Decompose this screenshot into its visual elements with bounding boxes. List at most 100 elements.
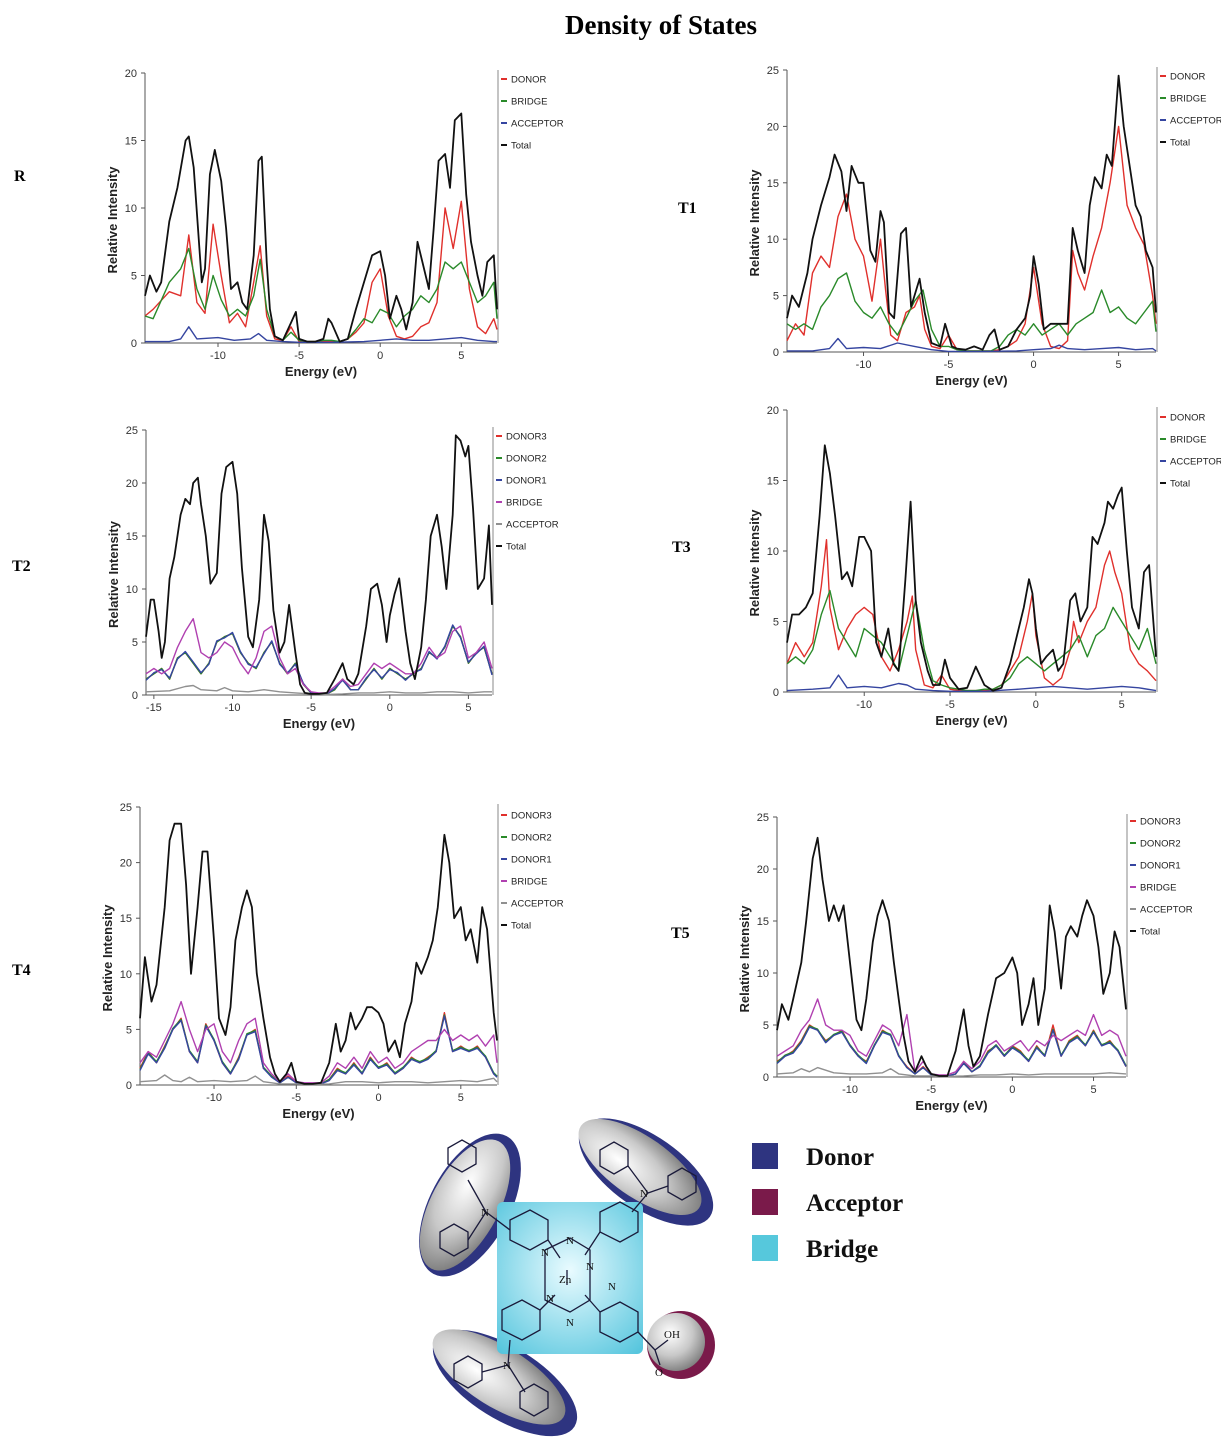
series-line-donor2 — [139, 1014, 498, 1085]
y-axis-label: Relative Intensity — [105, 166, 120, 274]
series-line-acceptor — [145, 326, 497, 343]
panel-T4: T4 -10 -5 0 5 0 5 10 15 20 25 Energy (eV) Relative I… — [12, 802, 564, 1121]
x-tick-label: -10 — [210, 350, 226, 362]
series-line-donor — [786, 539, 1157, 692]
x-tick-label: -5 — [945, 699, 955, 711]
series-line-donor3 — [139, 1012, 498, 1085]
y-tick-label: 10 — [767, 546, 779, 558]
legend-entry: Total — [506, 542, 526, 553]
y-tick-label: 10 — [757, 968, 769, 980]
key-swatch-donor — [752, 1143, 778, 1169]
panel-label-R: R — [14, 168, 26, 185]
y-tick-label: 0 — [773, 347, 779, 359]
y-tick-label: 0 — [763, 1072, 769, 1084]
panel-R: R -10 -5 0 5 0 5 10 15 20 Energy (eV) Relative Inte… — [14, 68, 564, 379]
zn-atom-label: Zn — [559, 1274, 572, 1286]
x-axis-label: Energy (eV) — [285, 364, 357, 379]
series-line-bridge — [145, 618, 493, 694]
panel-label-T5: T5 — [671, 925, 690, 942]
y-tick-label: 20 — [126, 478, 138, 490]
y-tick-label: 5 — [131, 271, 137, 283]
key-swatch-bridge — [752, 1235, 778, 1261]
x-tick-label: 0 — [1033, 699, 1039, 711]
n-atom-label-7: N — [481, 1207, 489, 1219]
legend-entry: Total — [1170, 479, 1190, 490]
o-atom-label: O — [655, 1367, 663, 1379]
series-line-total — [786, 444, 1157, 692]
x-axis-label: Energy (eV) — [935, 713, 1007, 728]
x-tick-label: -5 — [291, 1092, 301, 1104]
series-line-donor1 — [145, 624, 493, 695]
legend-entry: DONOR1 — [1140, 861, 1181, 872]
legend-entry: BRIDGE — [1170, 94, 1206, 105]
x-tick-label: 0 — [377, 350, 383, 362]
molecule-skeleton — [439, 1139, 697, 1417]
n-atom-label-2: N — [566, 1235, 574, 1247]
y-tick-label: 0 — [773, 687, 779, 699]
y-tick-label: 15 — [126, 531, 138, 543]
y-tick-label: 15 — [767, 476, 779, 488]
series-line-bridge — [139, 1000, 498, 1084]
x-tick-label: -10 — [842, 1084, 858, 1096]
y-tick-label: 10 — [120, 969, 132, 981]
x-tick-label: 0 — [1031, 359, 1037, 371]
panel-label-T4: T4 — [12, 962, 31, 979]
x-tick-label: -5 — [294, 350, 304, 362]
panel-label-T3: T3 — [672, 539, 691, 556]
n-atom-label-9: N — [503, 1360, 511, 1372]
x-tick-label: 5 — [1116, 359, 1122, 371]
component-key: Donor Acceptor Bridge — [752, 1143, 903, 1263]
y-tick-label: 20 — [120, 858, 132, 870]
x-axis-label: Energy (eV) — [915, 1098, 987, 1113]
x-tick-label: -10 — [856, 359, 872, 371]
y-tick-label: 15 — [767, 178, 779, 190]
y-tick-label: 5 — [763, 1020, 769, 1032]
series-line-acceptor — [787, 337, 1157, 353]
legend-entry: BRIDGE — [1140, 883, 1176, 894]
series-line-donor — [786, 125, 1157, 352]
n-atom-label-4: N — [546, 1293, 554, 1305]
y-tick-label: 15 — [125, 136, 137, 148]
y-axis-label: Relative Intensity — [747, 509, 762, 617]
y-tick-label: 20 — [767, 405, 779, 417]
x-tick-label: -10 — [225, 702, 241, 714]
x-axis-label: Energy (eV) — [282, 1106, 354, 1121]
x-tick-label: 5 — [465, 702, 471, 714]
x-tick-label: 0 — [375, 1092, 381, 1104]
bridge-core — [497, 1202, 643, 1354]
oh-group-label: OH — [664, 1329, 680, 1341]
key-label-acceptor: Acceptor — [806, 1190, 903, 1217]
legend-entry: Total — [1170, 138, 1190, 149]
legend-entry: BRIDGE — [1170, 435, 1206, 446]
legend-entry: DONOR1 — [506, 476, 547, 487]
panel-T5: T5 -10 -5 0 5 0 5 10 15 20 25 Energy (eV) Relative I… — [671, 812, 1193, 1113]
y-axis-label: Relative Intensity — [747, 169, 762, 277]
n-atom-label-8: N — [640, 1188, 648, 1200]
legend-entry: BRIDGE — [506, 498, 542, 509]
legend-entry: DONOR — [1170, 413, 1206, 424]
x-axis-label: Energy (eV) — [935, 373, 1007, 388]
y-tick-label: 10 — [126, 584, 138, 596]
x-tick-label: 0 — [387, 702, 393, 714]
series-line-bridge — [786, 272, 1157, 352]
y-tick-label: 0 — [126, 1080, 132, 1092]
series-line-total — [145, 434, 493, 695]
legend-entry: DONOR — [511, 75, 547, 86]
y-tick-label: 5 — [126, 1024, 132, 1036]
panel-T2: T2 -15 -10 -5 0 5 0 5 10 15 20 25 Energy (eV) Relativ… — [12, 425, 559, 731]
y-tick-label: 25 — [126, 425, 138, 437]
n-atom-label-5: N — [566, 1317, 574, 1329]
series-line-bridge — [776, 998, 1127, 1076]
series-line-bridge — [144, 247, 498, 343]
panel-label-T1: T1 — [678, 200, 697, 217]
x-axis-label: Energy (eV) — [283, 716, 355, 731]
series-line-donor1 — [776, 1026, 1127, 1077]
legend-entry: ACCEPTOR — [1140, 905, 1193, 916]
legend-entry: ACCEPTOR — [506, 520, 559, 531]
series-line-total — [776, 836, 1127, 1077]
legend-entry: Total — [511, 921, 531, 932]
donor-lobe-top-left — [419, 1133, 521, 1277]
legend-entry: Total — [511, 141, 531, 152]
legend-entry: ACCEPTOR — [511, 119, 564, 130]
